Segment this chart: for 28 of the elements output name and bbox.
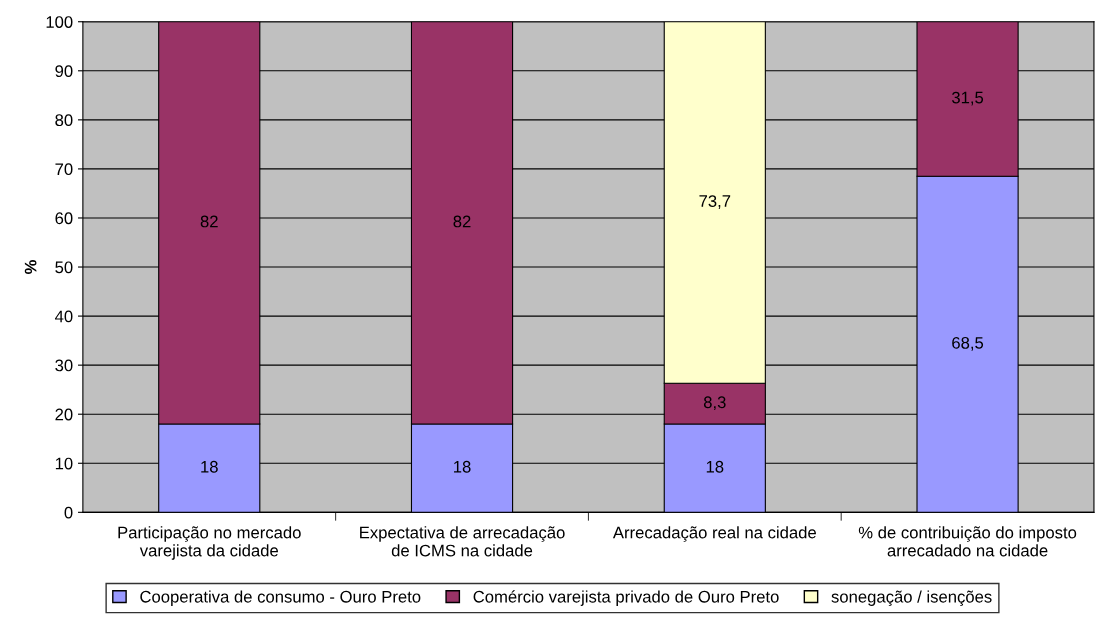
data-label: 82 xyxy=(453,215,471,228)
x-tick-label: % de contribuição do imposto arrecadado na cidade xyxy=(858,526,1077,557)
data-label: 73,7 xyxy=(699,195,731,209)
y-tick-label: 30 xyxy=(55,359,73,372)
y-tick-label: 70 xyxy=(55,163,73,176)
data-label: 68,5 xyxy=(952,336,984,351)
y-tick-label: 40 xyxy=(55,310,73,323)
x-tick-label: Participação no mercado varejista da cidade xyxy=(118,526,301,560)
data-label: 82 xyxy=(200,215,218,228)
y-tick-label: 100 xyxy=(46,16,73,28)
data-label: 18 xyxy=(201,460,218,473)
data-label: 18 xyxy=(454,460,471,473)
legend-label: Cooperativa de consumo - Ouro Preto xyxy=(140,590,421,606)
x-tick-label: Expectativa de arrecadação de ICMS na cidade xyxy=(360,526,565,557)
y-tick-label: 20 xyxy=(55,408,73,421)
legend-label: sonegação / isenções xyxy=(831,590,992,606)
data-label: 31,5 xyxy=(951,91,984,106)
data-label: 8,3 xyxy=(703,396,726,411)
y-axis-title: % xyxy=(24,260,37,275)
y-tick-label: 60 xyxy=(55,212,73,225)
data-label: 18 xyxy=(706,460,724,473)
y-tick-label: 10 xyxy=(55,457,73,470)
y-tick-label: 0 xyxy=(64,506,73,519)
y-tick-label: 90 xyxy=(55,65,73,77)
legend-label: Comércio varejista privado de Ouro Preto xyxy=(473,590,779,606)
y-tick-label: 80 xyxy=(55,114,73,127)
y-tick-label: 50 xyxy=(55,261,73,274)
x-tick-label: Arrecadação real na cidade xyxy=(612,526,816,542)
